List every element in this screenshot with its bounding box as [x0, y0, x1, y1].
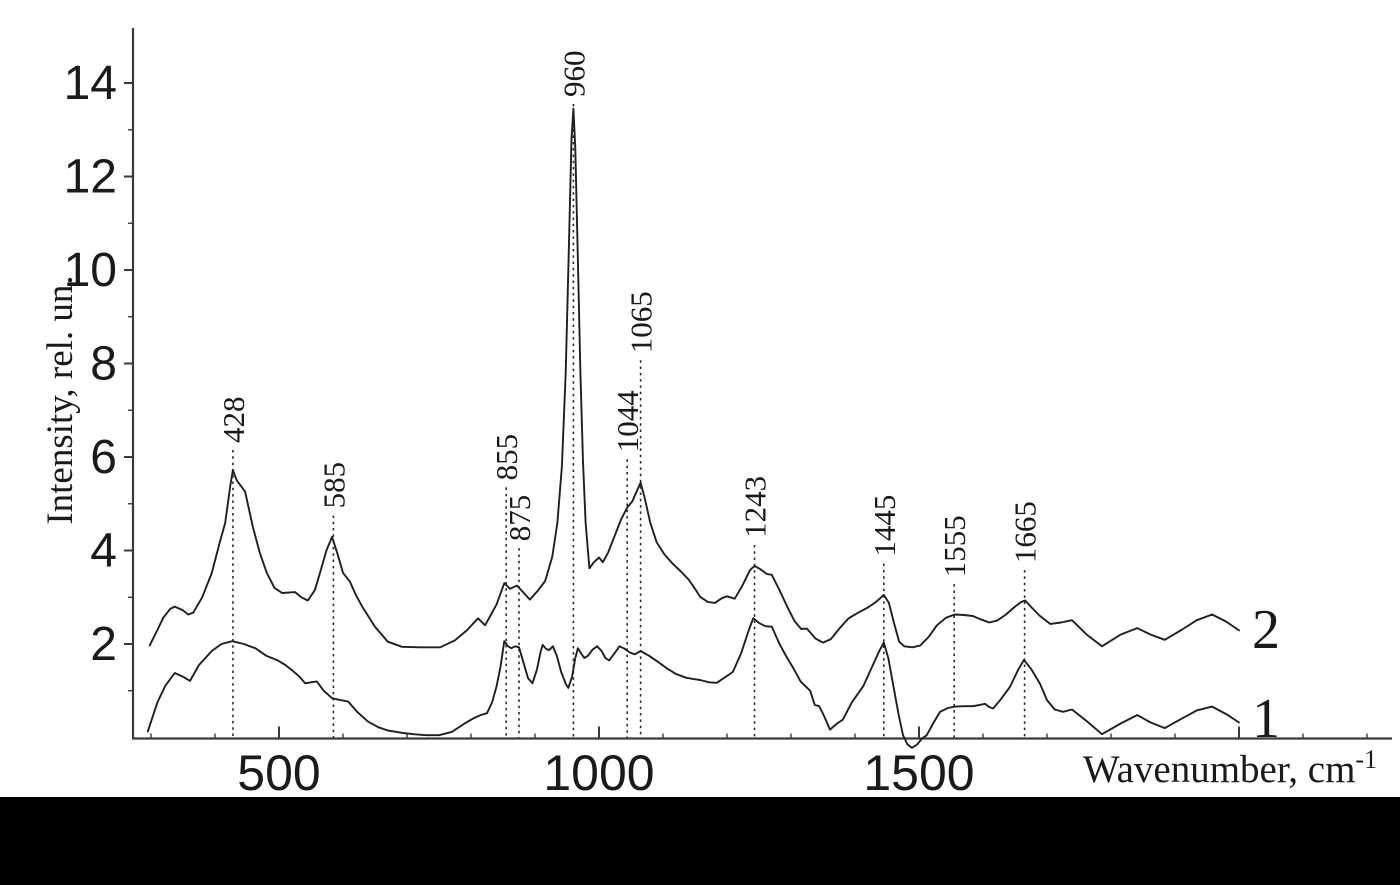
- y-axis-title: Intensity, rel. un.: [40, 275, 81, 524]
- y-tick-label-4: 4: [90, 525, 117, 578]
- x-axis-title: Wavenumber, cm-1: [1083, 745, 1377, 791]
- x-tick-label-500: 500: [237, 745, 320, 797]
- caption-bar: Figure 2 - Raman spectra normalized to t…: [0, 797, 1400, 885]
- y-tick-label-2: 2: [90, 618, 117, 671]
- raman-spectra-chart: 2 4 6 8 10 12 14 500 1000 1500 Intensity, rel. un.…: [40, 28, 1392, 801]
- peak-label-960: 960: [556, 51, 591, 98]
- peak-label-1665: 1665: [1008, 501, 1043, 563]
- peak-label-1555: 1555: [937, 515, 972, 577]
- peak-label-1243: 1243: [738, 476, 773, 538]
- y-tick-label-12: 12: [64, 151, 117, 204]
- peak-label-855: 855: [489, 434, 524, 481]
- y-tick-label-14: 14: [64, 57, 117, 110]
- x-tick-label-1000: 1000: [543, 745, 654, 797]
- y-tick-label-8: 8: [90, 338, 117, 391]
- peak-label-1044: 1044: [610, 390, 645, 453]
- x-tick-label-1500: 1500: [863, 745, 974, 797]
- peak-label-585: 585: [316, 462, 351, 509]
- y-tick-label-6: 6: [90, 431, 117, 484]
- peak-label-1065: 1065: [624, 291, 659, 353]
- curve-label-1: 1: [1252, 688, 1280, 750]
- peak-label-1445: 1445: [867, 495, 902, 557]
- y-tick-label-10: 10: [64, 244, 117, 297]
- curve-label-2: 2: [1252, 599, 1280, 661]
- curve-1: [146, 617, 1240, 749]
- peak-label-875: 875: [502, 495, 537, 542]
- curve-2: [148, 107, 1240, 649]
- peak-label-428: 428: [216, 397, 251, 444]
